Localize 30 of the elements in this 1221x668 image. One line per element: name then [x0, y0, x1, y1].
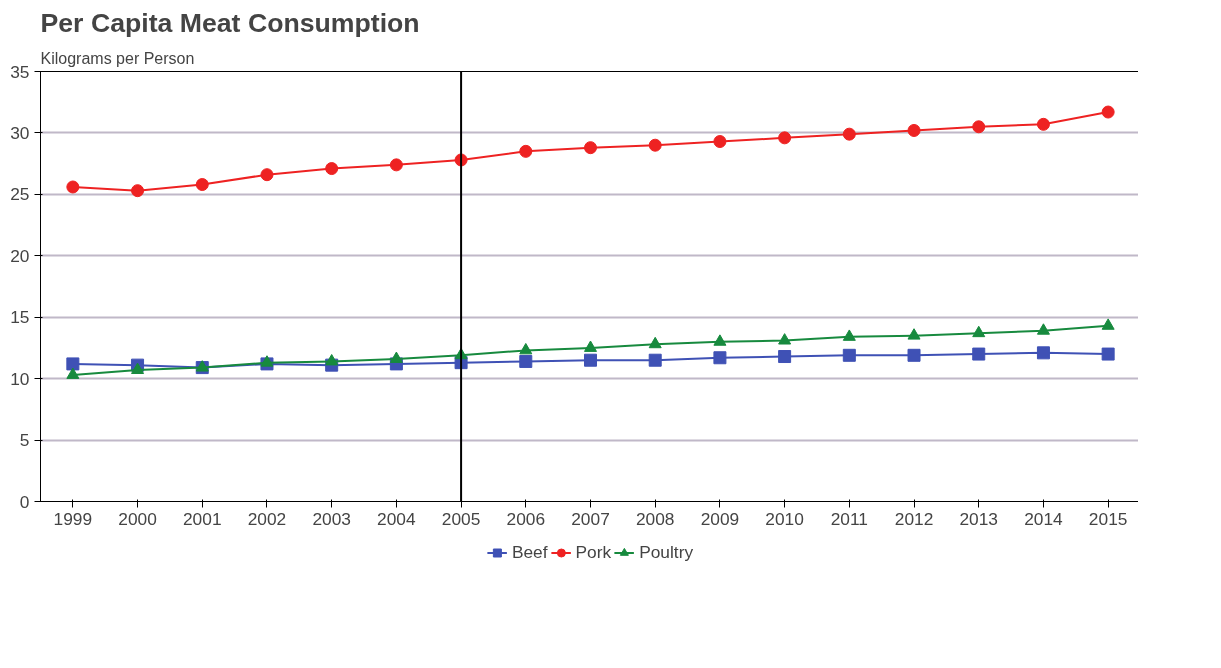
x-tick-label: 2015	[1088, 508, 1128, 529]
x-tick-label: 2011	[830, 508, 868, 529]
legend-label: Poultry	[639, 541, 694, 563]
y-tick-label: 20	[10, 245, 30, 266]
x-tick-label: 1999	[53, 508, 93, 529]
x-tick-label: 2009	[700, 508, 740, 529]
x-tick-label: 2013	[959, 508, 999, 529]
y-tick-label: 5	[19, 430, 30, 451]
x-tick-label: 2014	[1024, 508, 1064, 529]
x-tick-label: 2000	[118, 508, 157, 529]
y-tick-label: 25	[10, 184, 30, 205]
y-tick-label: 15	[10, 307, 30, 328]
x-tick-label: 2001	[182, 508, 222, 529]
y-tick-label: 0	[19, 491, 30, 512]
x-tick-label: 2002	[247, 508, 287, 529]
legend-label: Beef	[511, 541, 548, 563]
y-axis-title: Kilograms per Person	[40, 49, 195, 67]
x-tick-label: 2012	[894, 508, 934, 529]
y-tick-label: 35	[10, 61, 30, 82]
x-tick-label: 2008	[635, 508, 675, 529]
y-tick-label: 10	[10, 368, 30, 389]
y-tick-label: 30	[10, 122, 30, 143]
x-tick-label: 2004	[377, 508, 417, 529]
x-tick-label: 2010	[765, 508, 804, 529]
x-tick-label: 2007	[571, 508, 610, 529]
chart-title: Per Capita Meat Consumption	[40, 7, 420, 38]
legend-label: Pork	[575, 541, 612, 563]
x-tick-label: 2003	[312, 508, 351, 529]
x-tick-label: 2006	[506, 508, 546, 529]
x-tick-label: 2005	[441, 508, 481, 529]
